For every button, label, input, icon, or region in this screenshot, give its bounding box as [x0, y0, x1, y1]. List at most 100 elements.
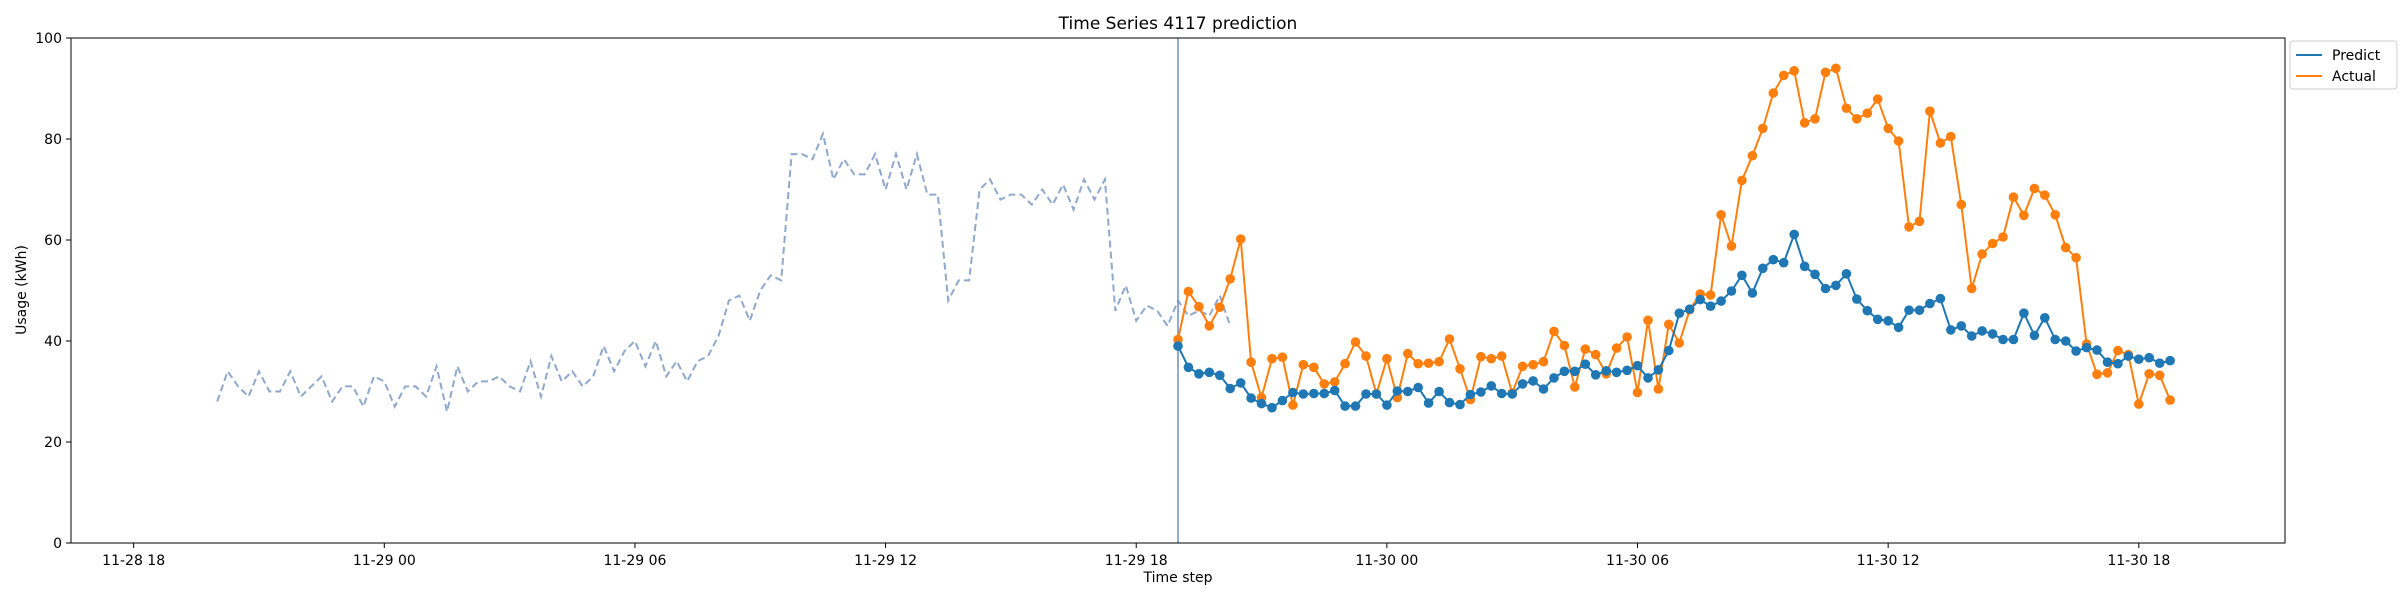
actual-point	[1653, 384, 1664, 394]
predict-point	[1883, 316, 1893, 326]
actual-point	[1298, 359, 1309, 370]
actual-point	[1288, 400, 1298, 410]
actual-point	[2113, 345, 2123, 356]
predict-point	[1580, 359, 1591, 370]
actual-point	[1925, 106, 1935, 116]
predict-point	[1486, 381, 1497, 391]
actual-point	[1570, 382, 1580, 392]
actual-point	[1476, 351, 1486, 362]
predict-point	[1653, 365, 1664, 375]
actual-point	[1559, 340, 1570, 351]
predict-point	[2144, 352, 2154, 363]
predict-point	[2134, 354, 2144, 365]
predict-point	[1632, 360, 1643, 371]
actual-point	[1611, 343, 1622, 353]
actual-point	[1956, 199, 1967, 210]
actual-point	[1705, 290, 1716, 300]
predict-point	[1893, 322, 1904, 333]
actual-point	[1423, 358, 1434, 369]
actual-point	[1883, 123, 1893, 134]
actual-point	[1538, 356, 1549, 367]
predict-point	[1350, 401, 1361, 411]
actual-point	[1966, 283, 1977, 294]
x-tick-label: 11-29 00	[353, 553, 416, 569]
actual-point	[1455, 364, 1465, 374]
predict-point	[1403, 386, 1413, 397]
predict-point	[1204, 367, 1215, 378]
predict-point	[1768, 254, 1779, 265]
actual-point	[1528, 359, 1538, 370]
predict-point	[1340, 401, 1350, 411]
actual-point	[1747, 150, 1758, 161]
predict-point	[1956, 321, 1967, 331]
predict-point	[1235, 378, 1246, 388]
predict-point	[2102, 357, 2113, 368]
predict-point	[1737, 270, 1747, 281]
y-tick-label: 20	[44, 435, 62, 451]
predict-point	[1507, 389, 1517, 399]
actual-point	[1382, 353, 1392, 364]
predict-point	[2040, 313, 2050, 323]
predict-point	[1392, 386, 1403, 396]
actual-point	[1643, 315, 1653, 326]
x-axis-label: Time step	[1143, 570, 1213, 586]
predict-point	[1674, 308, 1685, 319]
predict-point	[1966, 331, 1977, 341]
predict-point	[1987, 329, 1998, 339]
predict-point	[1329, 385, 1340, 396]
actual-point	[1726, 241, 1737, 251]
predict-point	[2060, 336, 2071, 346]
predict-point	[1517, 379, 1528, 389]
predict-point	[1413, 382, 1423, 393]
predict-point	[1288, 387, 1298, 398]
predict-point	[1799, 261, 1810, 272]
y-axis: 0 20 40 60 80 100	[35, 31, 71, 552]
actual-point	[1820, 67, 1831, 78]
predict-point	[1705, 301, 1716, 312]
actual-point	[1486, 353, 1497, 364]
actual-point	[1517, 361, 1528, 372]
predict-point	[2154, 358, 2165, 369]
predict-point	[1559, 366, 1570, 377]
predict-point	[1298, 389, 1309, 399]
actual-point	[1789, 66, 1799, 76]
predict-point	[1246, 393, 1256, 403]
predict-point	[1726, 286, 1737, 296]
actual-point	[1674, 338, 1685, 348]
x-tick-label: 11-30 06	[1606, 553, 1669, 569]
actual-point	[1852, 114, 1862, 124]
actual-point	[1309, 362, 1319, 373]
legend-predict-label: Predict	[2332, 48, 2381, 64]
predict-point	[1872, 314, 1883, 325]
actual-point	[1444, 334, 1455, 344]
y-tick-label: 40	[44, 334, 62, 350]
actual-point	[1737, 175, 1747, 186]
actual-point	[1204, 321, 1215, 331]
predict-point	[2092, 345, 2102, 355]
predict-point	[1904, 305, 1914, 316]
predict-point	[2071, 346, 2081, 356]
predict-point	[1998, 334, 2008, 345]
legend: Predict Actual	[2289, 40, 2398, 90]
predict-point	[1810, 269, 1820, 280]
actual-point	[1716, 210, 1726, 220]
legend-actual-label: Actual	[2332, 69, 2376, 85]
predict-point	[2050, 334, 2060, 345]
x-tick-label: 11-29 06	[603, 553, 666, 569]
x-tick-label: 11-30 18	[2107, 553, 2170, 569]
actual-point	[1862, 108, 1873, 118]
actual-point	[1590, 349, 1601, 360]
predict-point	[1423, 398, 1434, 408]
actual-point	[1215, 302, 1225, 313]
actual-point	[2154, 370, 2165, 381]
predict-point	[1215, 370, 1225, 381]
actual-point	[1977, 249, 1987, 259]
actual-point	[2144, 369, 2154, 379]
history-line	[216, 130, 1232, 412]
actual-point	[1434, 356, 1444, 367]
predict-point	[1267, 402, 1277, 413]
y-axis-label: Usage (kWh)	[14, 245, 30, 335]
actual-point	[1267, 353, 1277, 364]
actual-point	[1758, 123, 1768, 134]
